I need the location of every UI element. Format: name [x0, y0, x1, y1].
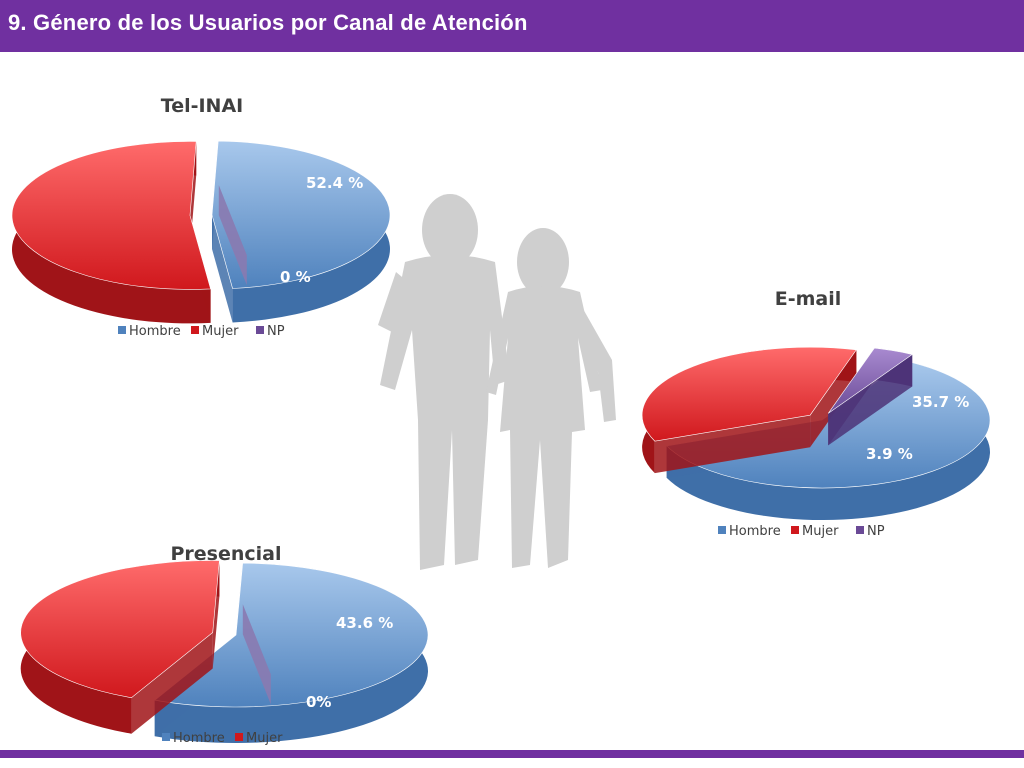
- pie-slice-mujer: [11, 141, 211, 324]
- pie-slice-hombre: [154, 562, 429, 743]
- legend-label-hombre: Hombre: [729, 524, 781, 539]
- data-label-np: 3.9 %: [866, 445, 913, 463]
- data-label-np: 0 %: [280, 268, 311, 286]
- legend-swatch-hombre: [162, 733, 170, 741]
- legend-swatch-mujer: [191, 326, 199, 334]
- legend-label-np: NP: [267, 324, 285, 339]
- legend-label-mujer: Mujer: [802, 524, 839, 539]
- legend-swatch-np: [856, 526, 864, 534]
- chart-title: Presencial: [170, 543, 281, 565]
- legend-label-hombre: Hombre: [129, 324, 181, 339]
- data-label-mujer: 35.7 %: [912, 393, 969, 411]
- header-bar: 9. Género de los Usuarios por Canal de A…: [0, 0, 1024, 52]
- pie-slice-np: [827, 347, 913, 446]
- data-label-np: 0%: [306, 693, 331, 711]
- legend-label-mujer: Mujer: [202, 324, 239, 339]
- page-title: 9. Género de los Usuarios por Canal de A…: [8, 10, 528, 35]
- data-label-mujer: 43.6 %: [336, 614, 393, 632]
- legend-label-np: NP: [867, 524, 885, 539]
- legend-swatch-mujer: [791, 526, 799, 534]
- legend-swatch-hombre: [118, 326, 126, 334]
- legend-swatch-hombre: [718, 526, 726, 534]
- pie-slice-hombre: [211, 140, 391, 323]
- chart-title: Tel-INAI: [161, 95, 243, 117]
- charts-canvas: Tel-INAI47.6 %52.4 %0 %HombreMujerNPE-ma…: [11, 95, 991, 746]
- legend-label-hombre: Hombre: [173, 731, 225, 746]
- legend-swatch-np: [256, 326, 264, 334]
- pie-slice-np: [218, 185, 247, 286]
- chart-title: E-mail: [775, 288, 842, 310]
- legend-label-mujer: Mujer: [246, 731, 283, 746]
- pie-slice-mujer: [20, 560, 220, 734]
- legend-swatch-mujer: [235, 733, 243, 741]
- pie-slice-mujer: [641, 346, 857, 474]
- data-label-mujer: 52.4 %: [306, 174, 363, 192]
- pie-slice-np: [242, 604, 271, 705]
- footer-bar: [0, 750, 1024, 758]
- couple-silhouette-icon: [378, 194, 616, 570]
